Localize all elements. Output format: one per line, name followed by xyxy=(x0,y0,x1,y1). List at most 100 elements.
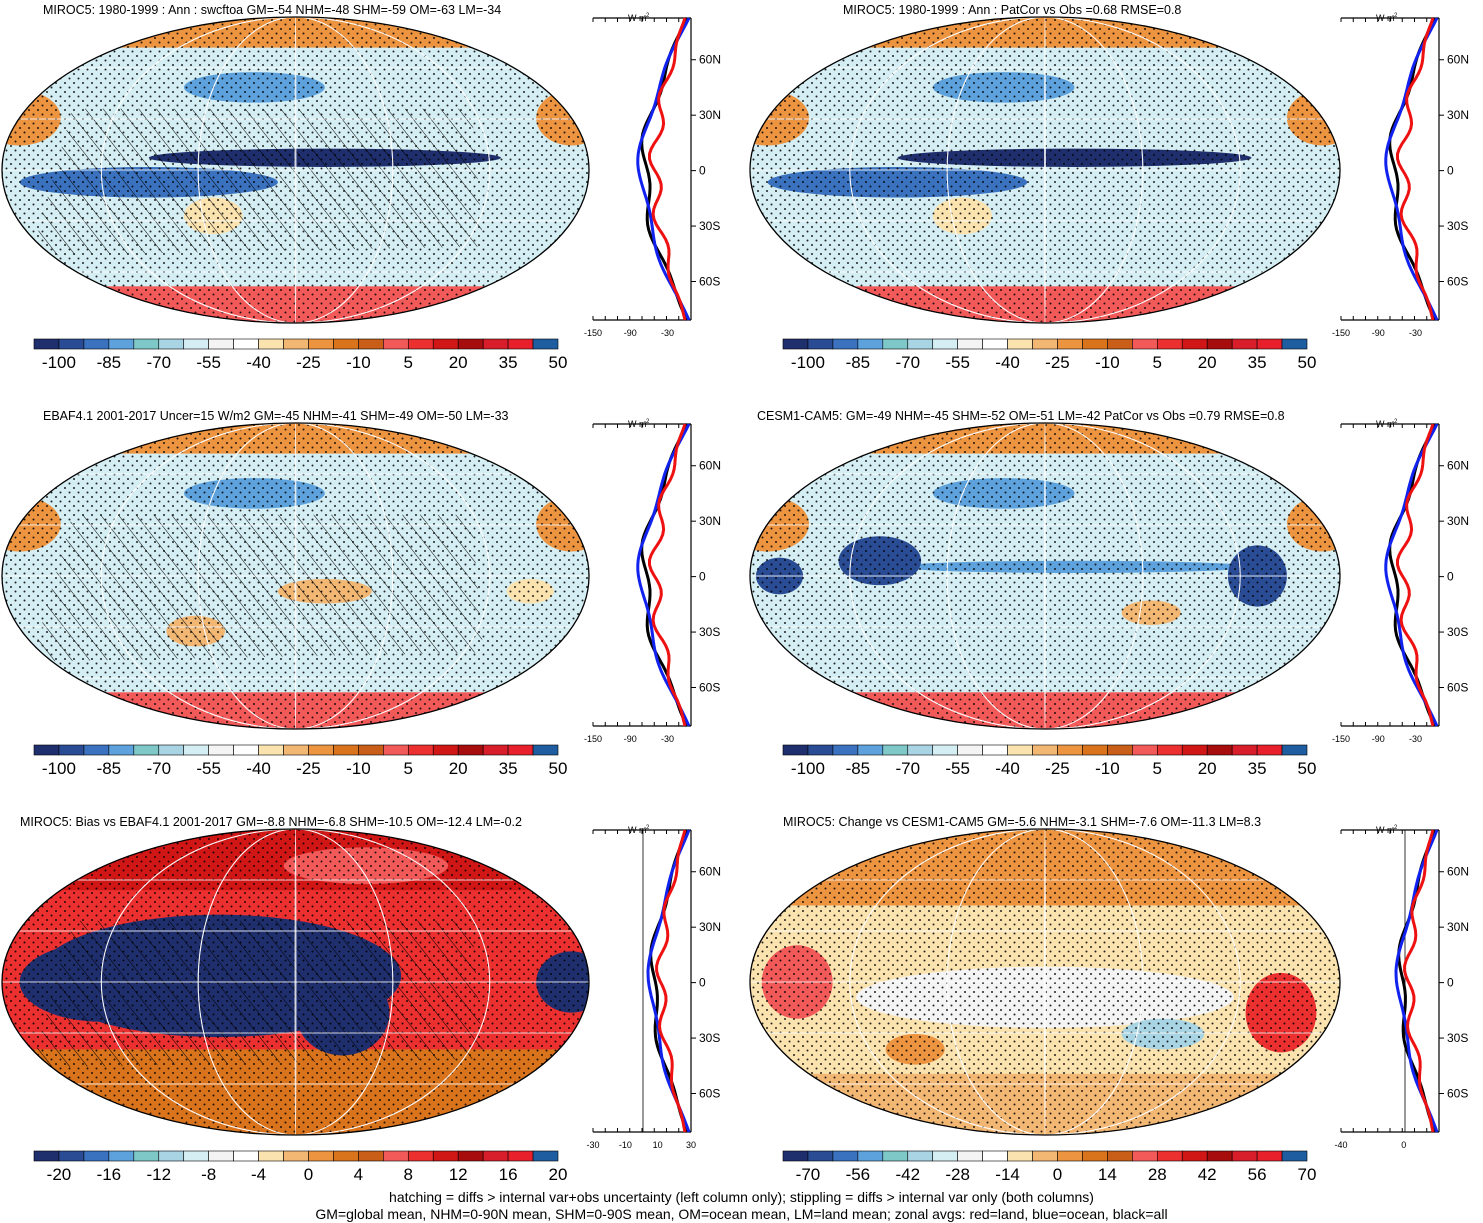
colorbar-cell xyxy=(1231,338,1258,350)
colorbar-cell xyxy=(1156,1150,1183,1162)
colorbar-cell xyxy=(1156,744,1183,756)
colorbar-cell xyxy=(457,744,484,756)
zonal-x-tick-label: -30 xyxy=(661,328,674,338)
colorbar-label: -10 xyxy=(1095,759,1120,778)
colorbar-cell xyxy=(83,744,110,756)
colorbar-label: -55 xyxy=(196,353,221,372)
colorbar-4: -100 -85 -70 -55 -40 -25 -10 5 20 35 50 xyxy=(782,744,1317,778)
lat-label: 60S xyxy=(1447,1087,1468,1101)
colorbar-label: -55 xyxy=(196,759,221,778)
colorbar-cell xyxy=(1156,338,1183,350)
colorbar-cell xyxy=(982,338,1008,350)
zonal-mean-plot-1: W m-2 60N 30N 0 30S 60S -150 -90 -30 xyxy=(584,13,721,338)
lat-label: 60S xyxy=(699,681,720,695)
colorbar-cell xyxy=(58,338,85,350)
colorbar-cell xyxy=(1281,338,1308,350)
colorbar-cell xyxy=(208,1150,234,1162)
colorbar-cell xyxy=(857,1150,884,1162)
colorbar-cell xyxy=(982,744,1008,756)
panel-title-4: CESM1-CAM5: GM=-49 NHM=-45 SHM=-52 OM=-5… xyxy=(757,409,1285,423)
lat-label: 60N xyxy=(1447,53,1469,67)
colorbar-cell xyxy=(283,338,309,350)
longitude-line xyxy=(197,17,394,323)
colorbar-label: 20 xyxy=(449,353,468,372)
colorbar-label: -10 xyxy=(1095,353,1120,372)
longitude-line xyxy=(849,829,1241,1135)
colorbar-cell xyxy=(882,338,909,350)
longitude-line xyxy=(294,829,297,1135)
colorbar-cell xyxy=(183,744,209,756)
map-border xyxy=(1,422,590,730)
lat-label: 30N xyxy=(1447,514,1469,528)
colorbar-label: -100 xyxy=(42,759,76,778)
panel-title-2: MIROC5: 1980-1999 : Ann : PatCor vs Obs … xyxy=(843,3,1182,17)
hatching-overlay xyxy=(31,920,484,1068)
colorbar-cell xyxy=(857,744,884,756)
colorbar-cell xyxy=(507,1150,534,1162)
colorbar-cell xyxy=(532,338,559,350)
colorbar-label: -100 xyxy=(42,353,76,372)
lat-label: 30S xyxy=(1447,625,1468,639)
longitude-line xyxy=(1044,17,1046,323)
colorbar-cell xyxy=(258,744,284,756)
zonal-curve-ocean xyxy=(1384,423,1439,727)
longitude-line xyxy=(849,423,1241,729)
colorbar-label: -8 xyxy=(201,1165,216,1184)
zonal-curve-land xyxy=(648,423,687,727)
zonal-units: W m xyxy=(628,13,647,23)
colorbar-cell xyxy=(358,338,384,350)
zonal-mean-plot-4: W m-2 60N 30N 0 30S 60S -150 -90 -30 xyxy=(1332,419,1469,744)
map-border xyxy=(749,422,1341,730)
colorbar-label: 20 xyxy=(1198,353,1217,372)
colorbar-cell xyxy=(932,744,958,756)
caption-line-1: hatching = diffs > internal var+obs unce… xyxy=(389,1189,1094,1205)
colorbar-cell xyxy=(407,1150,434,1162)
colorbar-cell xyxy=(1132,1150,1158,1162)
caption-line-2: GM=global mean, NHM=0-90N mean, SHM=0-90… xyxy=(315,1206,1168,1222)
lat-label: 30N xyxy=(699,920,721,934)
colorbar-cell xyxy=(233,338,259,350)
colorbar-cell xyxy=(108,338,135,350)
panel-title-3: EBAF4.1 2001-2017 Uncer=15 W/m2 GM=-45 N… xyxy=(43,409,509,423)
colorbar-cell xyxy=(1032,338,1058,350)
colorbar-cell xyxy=(333,1150,359,1162)
colorbar-cell xyxy=(957,338,983,350)
zonal-mean-plot-2: W m-2 60N 30N 0 30S 60S -150 -90 -30 xyxy=(1332,13,1469,338)
colorbar-cell xyxy=(233,744,259,756)
colorbar-cell xyxy=(782,1150,809,1162)
zonal-mean-plot-6: W m-2 60N 30N 0 30S 60S -40 0 xyxy=(1334,825,1469,1150)
colorbar-cell xyxy=(133,338,160,350)
colorbar-label: -25 xyxy=(296,759,321,778)
lat-label: 30S xyxy=(699,1031,720,1045)
colorbar-label: -12 xyxy=(146,1165,171,1184)
colorbar-cell xyxy=(1082,338,1108,350)
lat-label: 30S xyxy=(699,625,720,639)
world-map-6 xyxy=(749,828,1341,1136)
panel-title-6: MIROC5: Change vs CESM1-CAM5 GM=-5.6 NHM… xyxy=(783,815,1262,829)
colorbar-label: 35 xyxy=(1248,759,1267,778)
colorbar-cell xyxy=(308,744,334,756)
lat-label: 60S xyxy=(1447,681,1468,695)
colorbar-label: -85 xyxy=(846,759,871,778)
longitude-line xyxy=(946,17,1144,323)
colorbar-cell xyxy=(108,1150,135,1162)
colorbar-label: -56 xyxy=(846,1165,871,1184)
zonal-units-exponent: -2 xyxy=(644,825,650,831)
colorbar-cell xyxy=(1206,744,1233,756)
zonal-curve-ocean xyxy=(636,423,691,727)
colorbar-label: -25 xyxy=(1045,353,1070,372)
zonal-x-tick-label: -150 xyxy=(584,328,602,338)
colorbar-cell xyxy=(208,338,234,350)
panel-title-5: MIROC5: Bias vs EBAF4.1 2001-2017 GM=-8.… xyxy=(20,815,522,829)
longitude-line xyxy=(100,17,491,323)
colorbar-cell xyxy=(158,1150,185,1162)
colorbar-cell xyxy=(158,744,185,756)
colorbar-cell xyxy=(807,338,834,350)
colorbar-label: 0 xyxy=(1053,1165,1062,1184)
colorbar-cell xyxy=(1107,1150,1133,1162)
colorbar-cell xyxy=(882,744,909,756)
colorbar-label: -20 xyxy=(47,1165,72,1184)
colorbar-cell xyxy=(1007,338,1033,350)
zonal-x-tick-label: -150 xyxy=(584,734,602,744)
colorbar-label: 50 xyxy=(1298,759,1317,778)
